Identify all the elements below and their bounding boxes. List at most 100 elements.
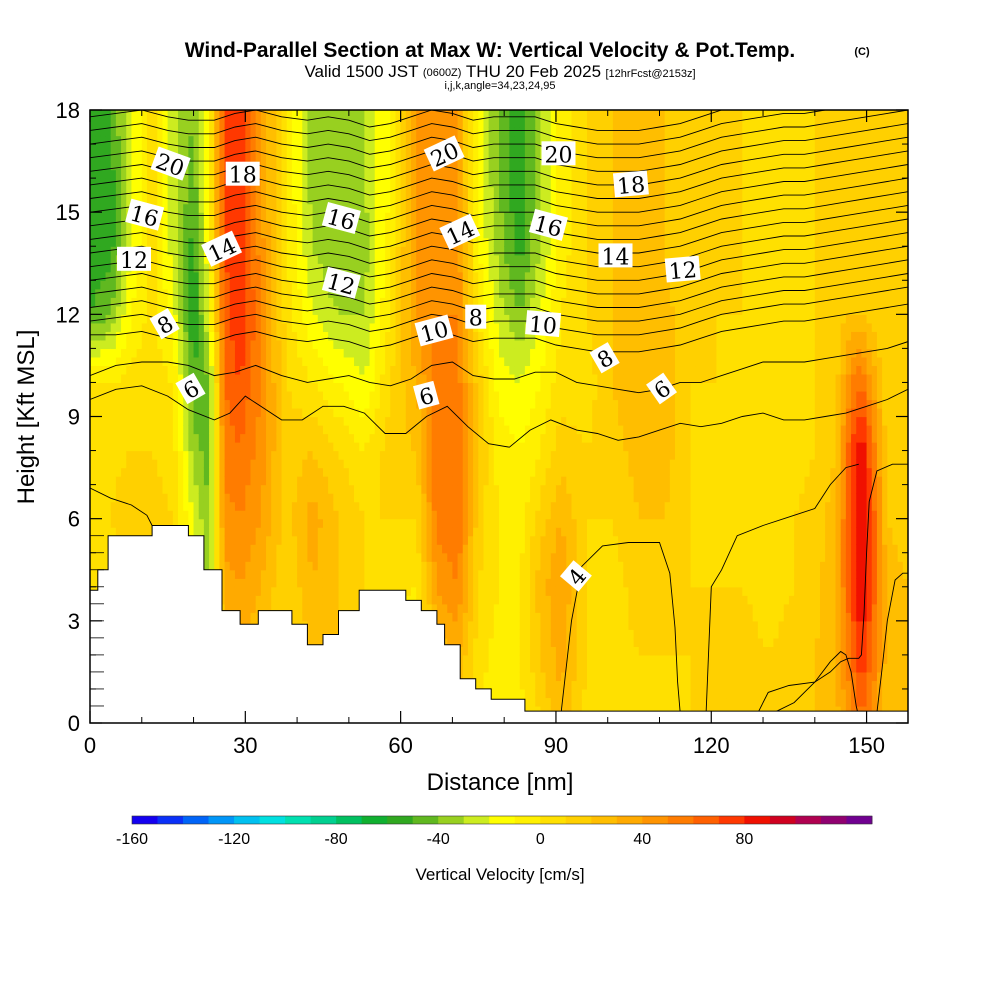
heatmap-cell [183, 229, 189, 239]
heatmap-cell [245, 476, 252, 486]
heatmap-cell [100, 263, 107, 273]
heatmap-cell [131, 144, 138, 154]
heatmap-cell [328, 476, 334, 486]
heatmap-cell [354, 246, 360, 256]
heatmap-cell [395, 297, 402, 307]
heatmap-cell [348, 263, 355, 273]
heatmap-cell [146, 339, 153, 349]
heatmap-cell [95, 416, 101, 426]
heatmap-cell [431, 578, 438, 588]
heatmap-cell [234, 390, 241, 401]
heatmap-cell [338, 331, 345, 341]
heatmap-cell [302, 459, 309, 469]
heatmap-cell [271, 220, 277, 230]
heatmap-cell [410, 229, 417, 239]
heatmap-cell [369, 433, 376, 443]
heatmap-cell [95, 407, 101, 418]
heatmap-cell [281, 382, 288, 392]
heatmap-cell [374, 365, 381, 375]
heatmap-cell [354, 314, 360, 324]
heatmap-cell [219, 450, 226, 460]
heatmap-cell [281, 297, 288, 307]
heatmap-cell [146, 450, 153, 460]
heatmap-cell [131, 484, 138, 494]
heatmap-cell [271, 467, 277, 477]
heatmap-cell [219, 552, 226, 562]
heatmap-cell [395, 399, 402, 409]
heatmap-cell [426, 195, 433, 205]
heatmap-cell [322, 484, 329, 494]
heatmap-cell [307, 476, 314, 486]
heatmap-cell [105, 305, 112, 315]
heatmap-cell [209, 127, 215, 137]
heatmap-cell [431, 467, 438, 477]
heatmap-cell [157, 484, 164, 494]
heatmap-cell [364, 254, 371, 264]
heatmap-cell [214, 203, 221, 213]
heatmap-cell [245, 271, 252, 281]
heatmap-cell [385, 407, 391, 418]
heatmap-cell [416, 288, 422, 298]
heatmap-cell [224, 510, 231, 520]
heatmap-cell [203, 110, 210, 120]
heatmap-cell [385, 271, 391, 281]
heatmap-cell [281, 110, 288, 120]
heatmap-cell [214, 220, 221, 230]
heatmap-cell [348, 552, 355, 562]
heatmap-cell [343, 348, 350, 358]
heatmap-cell [250, 339, 257, 349]
heatmap-cell [90, 322, 96, 332]
heatmap-cell [131, 399, 138, 409]
heatmap-cell [390, 416, 397, 426]
heatmap-cell [193, 178, 200, 188]
heatmap-cell [157, 169, 164, 179]
heatmap-cell [312, 629, 319, 639]
heatmap-cell [152, 450, 158, 460]
heatmap-cell [379, 356, 386, 367]
heatmap-cell [286, 459, 293, 469]
heatmap-cell [333, 382, 340, 392]
heatmap-cell [260, 407, 267, 418]
heatmap-cell [369, 220, 376, 230]
heatmap-cell [307, 331, 314, 341]
heatmap-cell [338, 161, 345, 171]
heatmap-cell [436, 476, 443, 486]
heatmap-cell [426, 586, 433, 596]
heatmap-cell [271, 229, 277, 239]
heatmap-cell [359, 135, 365, 145]
heatmap-cell [338, 467, 345, 477]
heatmap-cell [385, 203, 391, 213]
heatmap-cell [260, 246, 267, 256]
heatmap-cell [359, 246, 365, 256]
heatmap-cell [364, 467, 371, 477]
heatmap-cell [276, 169, 283, 179]
heatmap-cell [338, 314, 345, 324]
heatmap-cell [188, 416, 195, 426]
heatmap-cell [229, 186, 236, 196]
heatmap-cell [214, 365, 221, 375]
heatmap-cell [240, 246, 246, 256]
heatmap-cell [167, 433, 174, 443]
heatmap-cell [395, 425, 402, 435]
heatmap-cell [234, 305, 241, 315]
heatmap-cell [291, 229, 298, 239]
heatmap-cell [229, 373, 236, 384]
heatmap-cell [436, 518, 443, 528]
heatmap-cell [312, 459, 319, 469]
heatmap-cell [255, 110, 262, 120]
heatmap-cell [286, 518, 293, 528]
heatmap-cell [405, 433, 412, 443]
heatmap-cell [379, 169, 386, 179]
heatmap-cell [410, 552, 417, 562]
heatmap-cell [110, 407, 117, 418]
heatmap-cell [266, 288, 272, 298]
heatmap-cell [172, 416, 179, 426]
heatmap-cell [343, 476, 350, 486]
heatmap-cell [266, 552, 272, 562]
heatmap-cell [317, 544, 324, 554]
heatmap-cell [266, 373, 272, 384]
heatmap-cell [131, 518, 138, 528]
heatmap-cell [193, 416, 200, 426]
heatmap-cell [343, 178, 350, 188]
heatmap-cell [203, 561, 210, 571]
